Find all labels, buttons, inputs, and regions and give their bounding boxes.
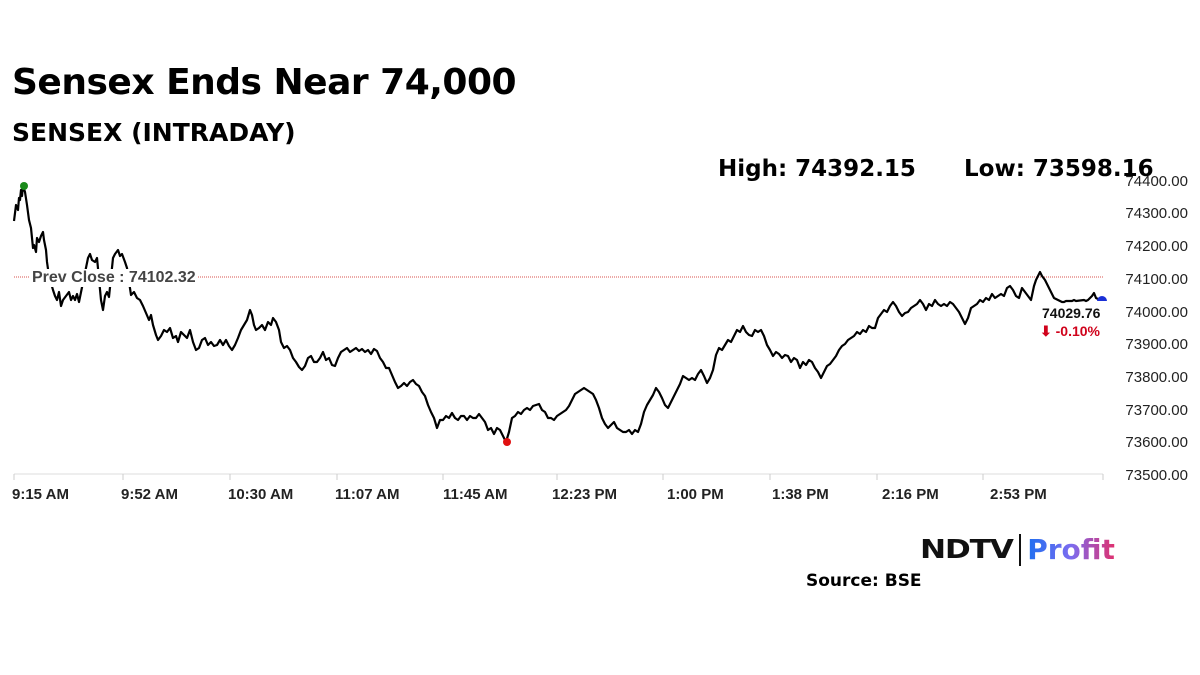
x-tick-label: 2:53 PM <box>990 486 1047 503</box>
x-tick-label: 2:16 PM <box>882 486 939 503</box>
y-tick-label: 74400.00 <box>1125 173 1188 190</box>
x-tick-label: 12:23 PM <box>552 486 618 503</box>
logo-separator <box>1019 533 1022 566</box>
prev-close-label: Prev Close : 74102.32 <box>30 269 198 287</box>
high-stat: High: 74392.15 <box>718 156 916 182</box>
page-title: Sensex Ends Near 74,000 <box>12 62 517 103</box>
y-tick-label: 73800.00 <box>1125 369 1188 386</box>
price-line <box>12 184 1101 444</box>
last-change: ⬇ -0.10% <box>1040 323 1100 339</box>
x-tick-label: 1:38 PM <box>772 486 829 503</box>
y-tick-label: 73900.00 <box>1125 336 1188 353</box>
x-tick-label: 9:52 AM <box>121 486 178 503</box>
y-tick-label: 74200.00 <box>1125 238 1188 255</box>
logo-ndtv-text: NDTV <box>920 534 1014 565</box>
x-tick-label: 9:15 AM <box>12 486 69 503</box>
high-marker <box>20 182 28 190</box>
x-tick-label: 11:07 AM <box>335 486 400 503</box>
low-stat: Low: 73598.16 <box>964 156 1154 182</box>
y-tick-label: 73500.00 <box>1125 467 1188 484</box>
low-marker <box>503 438 511 446</box>
ndtv-profit-logo: NDTV Profit <box>920 533 1115 566</box>
last-marker <box>1097 296 1107 301</box>
x-axis-ticks <box>13 474 1104 480</box>
y-tick-label: 74000.00 <box>1125 304 1188 321</box>
y-tick-label: 73600.00 <box>1125 434 1188 451</box>
y-tick-label: 74100.00 <box>1125 271 1188 288</box>
x-tick-label: 10:30 AM <box>228 486 294 503</box>
source-note: Source: BSE <box>806 571 922 591</box>
x-tick-label: 1:00 PM <box>667 486 724 503</box>
last-value: 74029.76 <box>1042 305 1101 321</box>
y-tick-label: 74300.00 <box>1125 205 1188 222</box>
chart-subtitle: SENSEX (INTRADAY) <box>12 118 296 147</box>
logo-profit-text: Profit <box>1027 533 1115 566</box>
y-tick-label: 73700.00 <box>1125 402 1188 419</box>
x-tick-label: 11:45 AM <box>443 486 508 503</box>
